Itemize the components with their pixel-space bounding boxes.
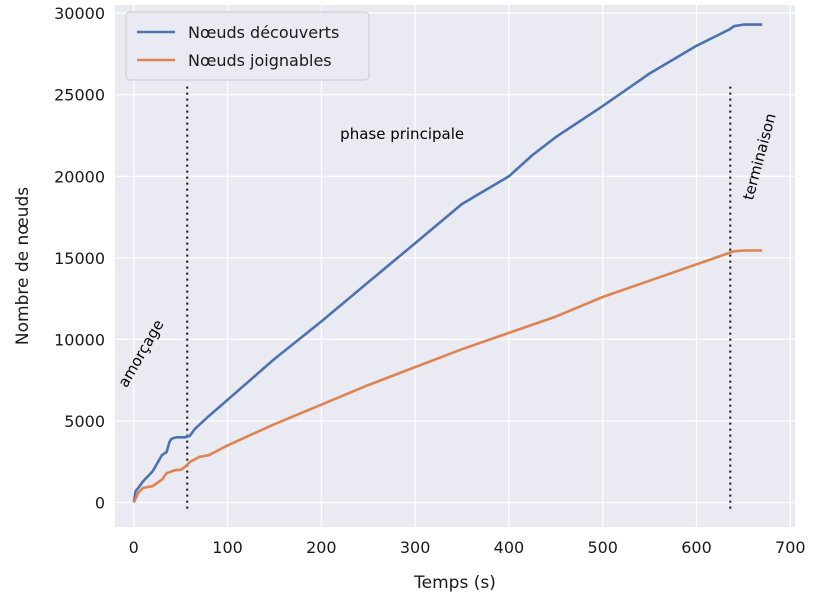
y-tick-label: 5000 [64,412,105,431]
annotation-phase-principale: phase principale [340,125,464,143]
x-tick-label: 200 [306,538,337,557]
y-tick-label: 15000 [54,249,105,268]
legend-label-discovered: Nœuds découverts [188,23,339,42]
y-axis-label: Nombre de nœuds [13,187,33,345]
x-tick-labels: 0 100 200 300 400 500 600 700 [129,538,806,557]
x-axis-label: Temps (s) [413,573,496,593]
x-tick-label: 700 [775,538,806,557]
series-lines [132,23,763,504]
x-tick-label: 0 [129,538,139,557]
x-tick-label: 600 [681,538,712,557]
x-tick-label: 500 [587,538,618,557]
x-tick-label: 100 [212,538,243,557]
y-tick-labels: 0 5000 10000 15000 20000 25000 30000 [54,4,105,512]
x-tick-label: 300 [400,538,431,557]
plot-area [115,5,795,527]
y-tick-label: 0 [95,494,105,513]
x-tick-label: 400 [494,538,525,557]
y-tick-label: 30000 [54,4,105,23]
y-tick-label: 10000 [54,330,105,349]
series-line-discovered [132,23,763,503]
grid [115,5,795,527]
legend-box [125,11,370,81]
phase-separators [186,86,732,509]
legend: Nœuds découverts Nœuds joignables [125,11,370,81]
y-tick-label: 20000 [54,167,105,186]
y-tick-label: 25000 [54,86,105,105]
legend-label-reachable: Nœuds joignables [188,51,332,70]
series-line-reachable [132,249,763,504]
